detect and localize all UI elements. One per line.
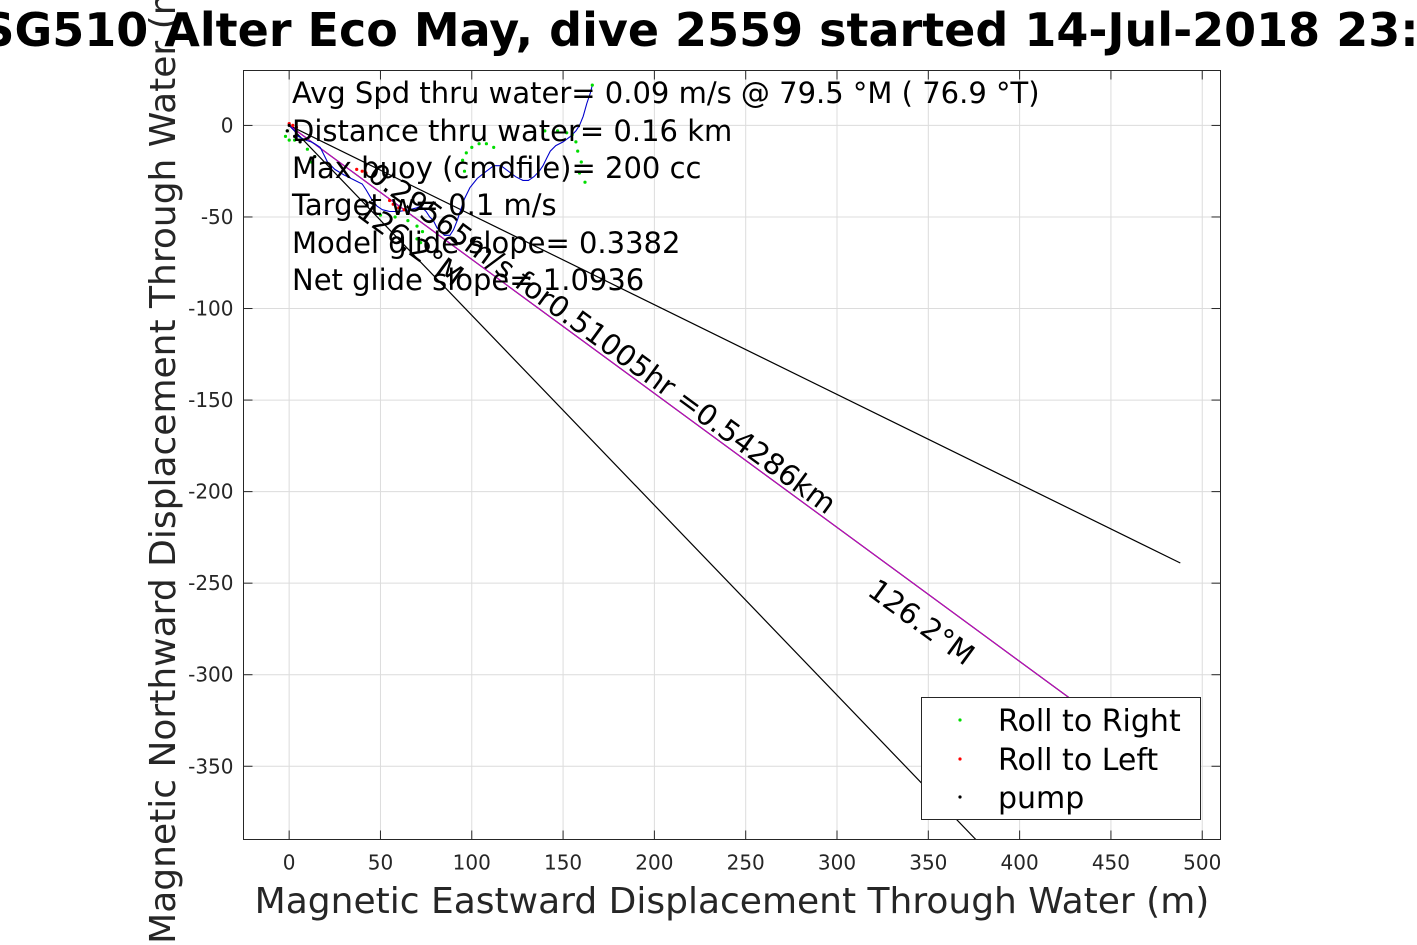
- point-roll-to-right: [574, 140, 578, 144]
- x-tick-label: 350: [909, 851, 947, 875]
- point-roll-to-right: [462, 169, 467, 173]
- x-tick-label: 200: [635, 851, 673, 875]
- point-roll-to-right: [420, 230, 425, 234]
- point-roll-to-right: [378, 213, 383, 217]
- ticks: 0 50 100 150 200 250 300 350 400 450 500 0 -50 -100 -1…: [188, 70, 1221, 875]
- x-tick-label: 250: [727, 851, 765, 875]
- series-group: [283, 83, 594, 245]
- point-roll-to-right: [556, 129, 560, 133]
- reference-line-lower_bound: [288, 124, 977, 840]
- legend-label-roll-left: Roll to Left: [998, 743, 1158, 778]
- point-roll-to-left: [391, 202, 395, 206]
- annotation-target-w: Target w= 0.1 m/s: [291, 188, 557, 222]
- point-roll-to-right: [579, 160, 583, 164]
- point-pump: [313, 155, 317, 159]
- legend: Roll to Right Roll to Left pump: [921, 697, 1201, 820]
- point-roll-to-right: [543, 129, 547, 133]
- point-roll-to-right: [577, 171, 582, 175]
- point-roll-to-left: [360, 169, 364, 173]
- x-tick-label: 500: [1183, 851, 1221, 875]
- point-roll-to-right: [583, 180, 587, 184]
- point-roll-to-left: [364, 171, 368, 175]
- point-roll-to-left: [397, 206, 401, 210]
- point-roll-to-left: [388, 198, 392, 203]
- legend-marker-roll-right: [958, 718, 962, 722]
- x-tick-label: 150: [544, 851, 582, 875]
- point-roll-to-right: [477, 142, 481, 146]
- annotation-distance: Distance thru water= 0.16 km: [292, 114, 732, 148]
- x-tick-label: 300: [818, 851, 856, 875]
- x-tick-label: 50: [368, 851, 393, 875]
- y-tick-label: -350: [188, 754, 233, 778]
- heading-track: [288, 124, 1093, 716]
- point-roll-to-right: [590, 83, 594, 87]
- annotation-avg-speed: Avg Spd thru water= 0.09 m/s @ 79.5 °M (…: [292, 76, 1040, 110]
- chart-title: SG510 Alter Eco May, dive 2559 started 1…: [0, 3, 1417, 57]
- x-tick-label: 450: [1092, 851, 1130, 875]
- y-tick-label: -250: [188, 571, 233, 595]
- point-roll-to-right: [464, 151, 468, 155]
- legend-label-pump: pump: [998, 781, 1084, 816]
- y-tick-label: -100: [188, 297, 233, 321]
- point-pump: [285, 129, 289, 133]
- y-axis-label: Magnetic Northward Displacement Through …: [143, 0, 184, 944]
- y-tick-label: 0: [221, 113, 234, 137]
- legend-box: [921, 697, 1201, 820]
- point-pump: [293, 134, 297, 138]
- y-tick-label: -150: [188, 388, 233, 412]
- point-pump: [298, 140, 302, 144]
- annotation-max-buoy: Max buoy (cmdfile)= 200 cc: [292, 151, 701, 185]
- point-roll-to-right: [415, 237, 419, 241]
- y-tick-label: -50: [201, 205, 234, 229]
- x-axis-label: Magnetic Eastward Displacement Through W…: [255, 881, 1210, 922]
- point-roll-to-right: [419, 241, 423, 245]
- x-tick-label: 0: [283, 851, 296, 875]
- reference-line-upper_bound: [288, 124, 1181, 564]
- x-tick-label: 400: [1001, 851, 1039, 875]
- point-roll-to-right: [492, 145, 496, 149]
- annotation-block: Avg Spd thru water= 0.09 m/s @ 79.5 °M (…: [291, 76, 1040, 297]
- point-roll-to-left: [402, 208, 406, 212]
- point-roll-to-right: [283, 134, 288, 138]
- point-roll-to-right: [484, 142, 488, 146]
- point-roll-to-right: [393, 215, 397, 219]
- point-pump: [287, 123, 291, 127]
- point-roll-to-right: [576, 149, 580, 153]
- point-roll-to-right: [305, 147, 309, 151]
- point-roll-to-right: [570, 133, 574, 137]
- y-tick-label: -200: [188, 480, 233, 504]
- point-roll-to-right: [565, 131, 569, 135]
- axes-box: [243, 70, 1221, 840]
- series-track: [288, 84, 593, 236]
- x-tick-label: 100: [453, 851, 491, 875]
- point-roll-to-right: [406, 219, 410, 223]
- legend-marker-roll-left: [958, 757, 962, 761]
- point-roll-to-right: [293, 138, 297, 142]
- point-roll-to-right: [461, 158, 465, 162]
- reference-lines: [288, 124, 1181, 840]
- point-roll-to-right: [470, 145, 474, 149]
- point-roll-to-right: [287, 138, 291, 142]
- point-roll-to-left: [355, 167, 359, 171]
- point-roll-to-right: [309, 160, 313, 164]
- legend-marker-pump: [958, 795, 962, 799]
- point-roll-to-right: [415, 224, 419, 228]
- point-roll-to-left: [294, 125, 299, 129]
- annotation-model-glide: Model glide slope= 0.3382: [292, 226, 680, 260]
- y-tick-label: -300: [188, 663, 233, 687]
- legend-label-roll-right: Roll to Right: [998, 704, 1181, 739]
- annotation-net-glide: Net glide slope= 1.0936: [292, 263, 644, 297]
- point-roll-to-left: [291, 123, 295, 127]
